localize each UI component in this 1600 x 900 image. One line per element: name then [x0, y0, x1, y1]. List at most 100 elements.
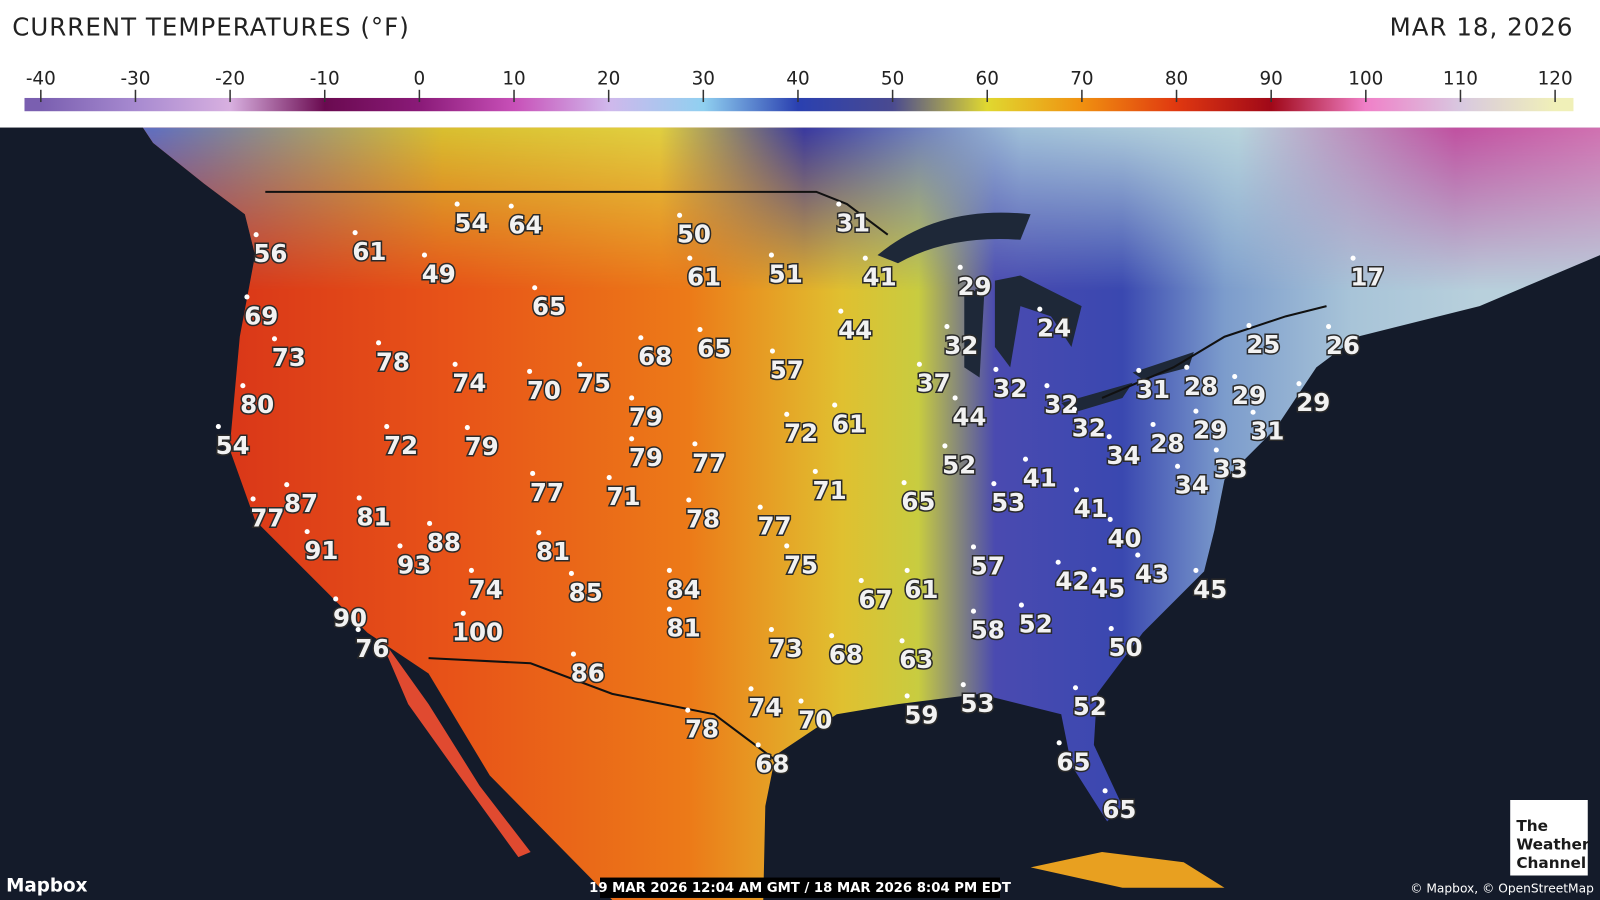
station-dot	[577, 361, 583, 367]
station-dot	[1022, 456, 1029, 462]
scale-tick-label: 90	[1259, 69, 1282, 90]
station-dot	[1246, 322, 1252, 329]
station-dot	[677, 212, 683, 218]
station-dot	[798, 698, 804, 704]
temperature-label: 65	[697, 334, 731, 363]
logo-line: The	[1516, 817, 1548, 835]
station-dot	[960, 682, 966, 688]
temperature-label: 32	[993, 374, 1027, 403]
temperature-label: 90	[333, 603, 367, 632]
temperature-label: 77	[757, 512, 791, 541]
temperature-label: 56	[253, 239, 287, 268]
temperature-label: 54	[454, 208, 488, 237]
scale-tick-label: -30	[120, 69, 150, 90]
station-dot	[686, 497, 692, 503]
station-dot	[1091, 566, 1097, 572]
scale-tick-label: -40	[26, 69, 56, 90]
temperature-label: 61	[904, 575, 938, 604]
station-dot	[1184, 364, 1190, 370]
logo-line: Channel	[1516, 854, 1586, 872]
station-dot	[570, 651, 577, 657]
temperature-label: 93	[397, 550, 431, 579]
station-dot	[1232, 373, 1238, 380]
stations: 56 61 54 64 50 31 49 61 51 41 29 17 69 65 44 24 73 78 68 65…	[214, 201, 1386, 826]
station-dot	[240, 383, 246, 389]
temperature-label: 79	[629, 402, 663, 431]
temperature-label: 52	[1073, 692, 1107, 721]
station-dot	[250, 496, 256, 502]
temperature-label: 73	[272, 343, 306, 372]
station-dot	[1350, 255, 1356, 261]
scale-tick-label: -10	[310, 69, 340, 90]
timestamp: 19 MAR 2026 12:04 AM GMT / 18 MAR 2026 8…	[589, 881, 1011, 896]
temperature-label: 61	[352, 237, 386, 266]
date: MAR 18, 2026	[1390, 13, 1574, 42]
temperature-label: 34	[1106, 441, 1140, 470]
station-dot	[1018, 602, 1024, 608]
temperature-label: 43	[1135, 560, 1169, 589]
temperature-label: 52	[942, 450, 976, 479]
station-dot	[271, 336, 278, 342]
scale-tick-label: 20	[597, 69, 620, 90]
station-dot	[899, 638, 905, 644]
temperature-label: 72	[784, 419, 818, 448]
temperature-label: 63	[899, 645, 933, 674]
station-dot	[757, 504, 763, 510]
temperature-label: 71	[813, 476, 847, 505]
temperature-label: 88	[427, 528, 461, 557]
station-dot	[536, 530, 542, 536]
station-dot	[904, 567, 910, 573]
station-dot	[991, 481, 997, 487]
station-dot	[527, 368, 533, 374]
station-dot	[1044, 383, 1050, 389]
station-dot	[957, 264, 963, 270]
station-dot	[1213, 447, 1219, 453]
scale-tick-label: 0	[414, 69, 426, 90]
temperature-label: 69	[244, 301, 278, 330]
station-dot	[769, 348, 775, 354]
brand: Mapbox	[6, 876, 88, 897]
station-dot	[454, 201, 460, 207]
station-dot	[858, 578, 864, 584]
temperature-label: 72	[384, 431, 418, 460]
station-dot	[666, 567, 672, 573]
station-dot	[1135, 552, 1141, 558]
station-dot	[942, 443, 948, 449]
station-dot	[352, 230, 358, 236]
station-dot	[755, 742, 761, 748]
temperature-label: 53	[961, 689, 995, 718]
cuba	[1030, 852, 1225, 888]
scale-tick-label: 100	[1348, 69, 1383, 90]
temperature-label: 59	[904, 700, 938, 729]
station-dot	[530, 470, 536, 477]
station-dot	[1037, 306, 1043, 312]
temperature-label: 81	[356, 502, 390, 531]
temperature-label: 42	[1055, 567, 1089, 596]
scale-tick-label: 70	[1070, 69, 1093, 90]
title: CURRENT TEMPERATURES (°F)	[12, 13, 410, 42]
temperature-label: 78	[686, 504, 720, 533]
station-dot	[376, 340, 382, 346]
station-dot	[1106, 434, 1112, 440]
temperature-label: 84	[667, 575, 701, 604]
station-dot	[284, 482, 290, 488]
station-dot	[768, 252, 774, 258]
station-dot	[685, 707, 691, 713]
station-dot	[768, 627, 774, 633]
color-scale: -40 -30 -20 -10 0 10 20 30 40 50 60 70 80 90 100 110 120	[24, 69, 1574, 112]
station-dot	[397, 543, 403, 549]
temperature-label: 57	[770, 355, 804, 384]
station-dot	[1193, 408, 1199, 414]
station-dot	[1107, 516, 1113, 522]
station-dot	[1071, 406, 1078, 412]
temperature-label: 50	[677, 220, 711, 249]
station-dot	[748, 686, 754, 692]
temperature-label: 33	[1214, 454, 1248, 483]
station-dot	[687, 255, 693, 261]
temperature-label: 79	[629, 443, 663, 472]
station-dot	[532, 285, 538, 291]
station-dot	[1193, 567, 1199, 573]
scale-tick-label: 110	[1443, 69, 1478, 90]
temperature-label: 58	[971, 616, 1005, 645]
